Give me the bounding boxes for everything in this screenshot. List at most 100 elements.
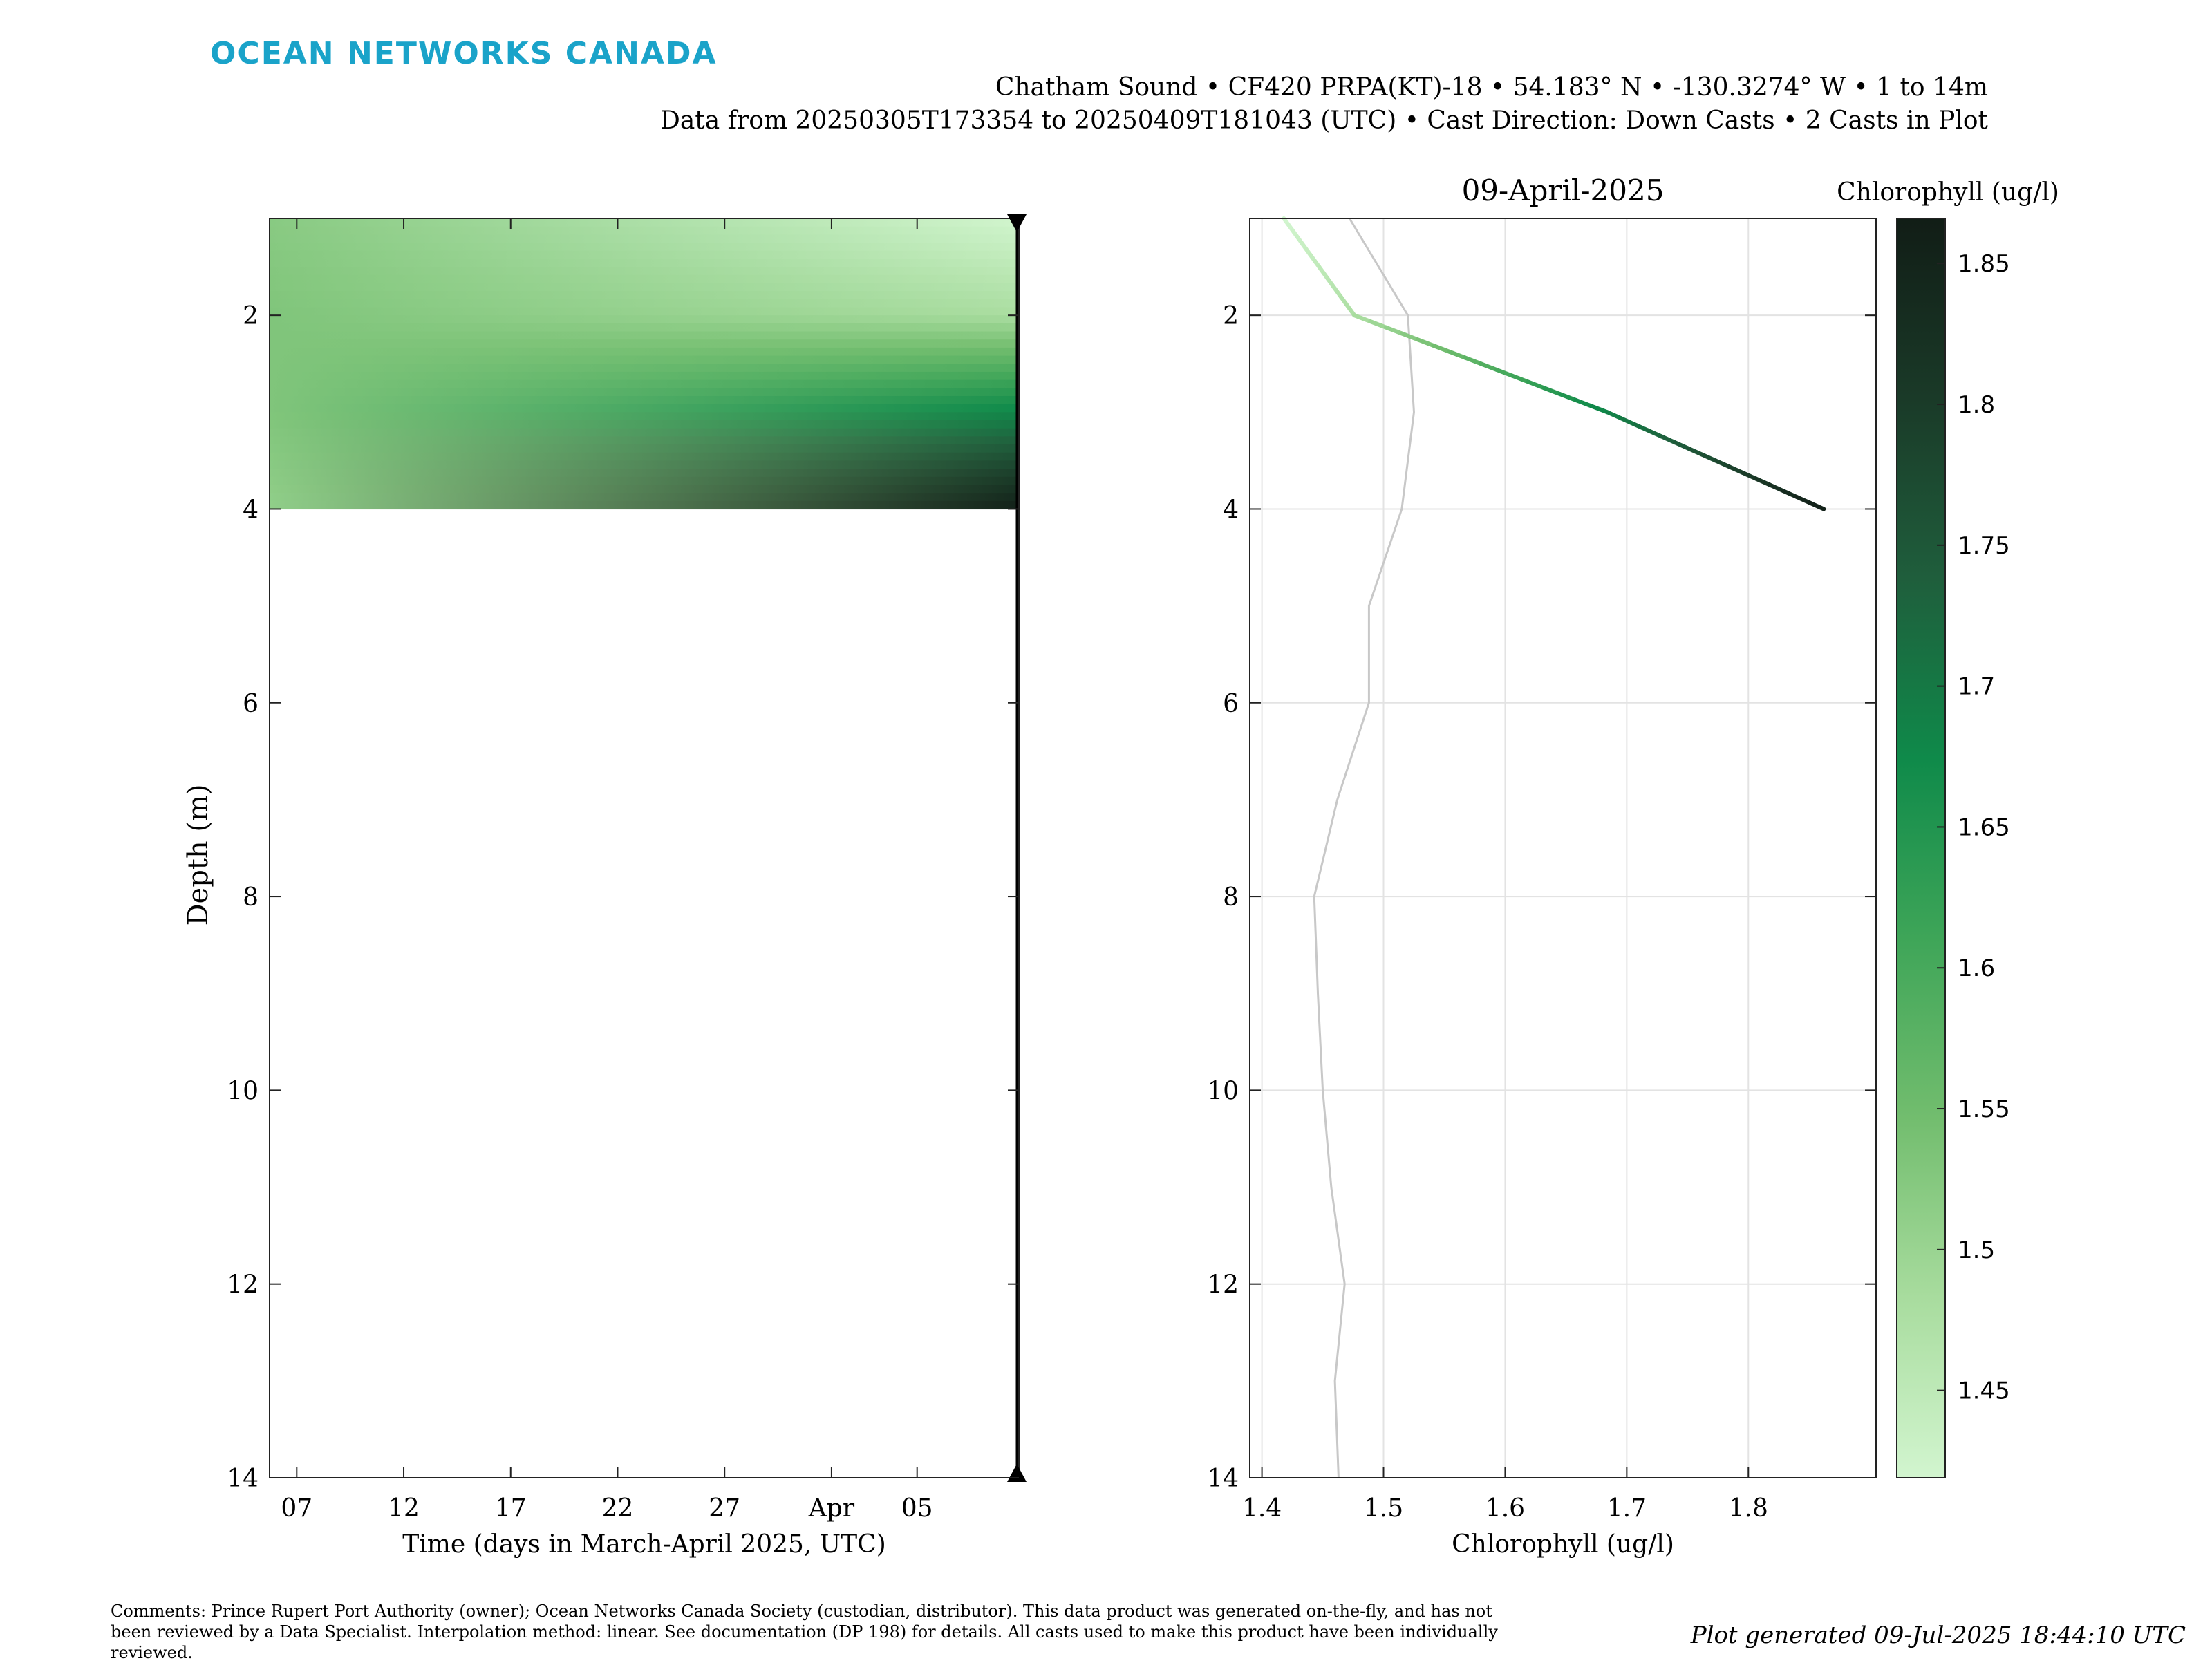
colorbar-tick-label: 1.75: [1958, 532, 2010, 560]
y-tick-label: 12: [1207, 1271, 1239, 1299]
series-line-segment: [1686, 446, 1705, 457]
x-tick-label: 12: [388, 1494, 420, 1523]
series-line-segment: [1399, 331, 1420, 342]
y-tick-label: 4: [1223, 496, 1239, 524]
series-line-segment: [1781, 489, 1799, 499]
comments-text: Comments: Prince Rupert Port Authority (…: [111, 1601, 1498, 1662]
cast-marker-top-triangle: [1007, 214, 1027, 232]
series-line-segment: [1573, 397, 1594, 408]
axes-frame: [269, 218, 1020, 1478]
x-tick-label: 1.8: [1729, 1494, 1768, 1523]
y-tick-label: 2: [243, 302, 259, 330]
x-tick-label: 05: [901, 1494, 933, 1523]
heatmap-cell: [270, 364, 1019, 373]
heatmap-cell: [270, 460, 1019, 469]
series-line-segment: [1447, 349, 1468, 360]
series-line-segment: [1740, 470, 1759, 481]
series-line-segment: [1589, 404, 1610, 415]
heatmap-cell: [270, 500, 1019, 510]
colorbar: 1.45 1.5 1.55 1.6 1.65 1.7 1.75 1.8 1.85 Chloroph…: [1837, 178, 2059, 1478]
heatmap-cell: [270, 323, 1019, 332]
y-axis-label: Depth (m): [182, 784, 214, 926]
y-tick-label: 10: [1207, 1077, 1239, 1105]
series-line-segment: [1541, 386, 1562, 397]
series-line-segment: [1557, 392, 1578, 402]
heatmap-cell: [270, 291, 1019, 300]
heatmap-cell: [270, 476, 1019, 486]
heatmap-cell: [270, 347, 1019, 357]
colorbar-tick-label: 1.65: [1958, 814, 2010, 841]
header-line-1: Chatham Sound • CF420 PRPA(KT)-18 • 54.1…: [995, 73, 1988, 102]
series-line-segment: [1808, 500, 1826, 511]
heatmap-cell: [270, 283, 1019, 292]
heatmap-cell: [270, 307, 1019, 316]
series-line-segment: [1431, 343, 1452, 354]
axes-frame: [1249, 218, 1877, 1478]
heatmap-cell: [270, 395, 1019, 405]
series-line-segment: [1352, 313, 1373, 323]
series-line-segment: [1727, 464, 1745, 475]
heatmap-cell: [270, 331, 1019, 340]
series-line-segment: [1526, 379, 1546, 391]
y-tick-label: 14: [1207, 1465, 1239, 1493]
series-line-segment: [1463, 355, 1483, 366]
heatmap-cell: [270, 299, 1019, 308]
heatmap-cell: [270, 218, 1019, 227]
heatmap-cell: [270, 371, 1019, 381]
header-line-2: Data from 20250305T173354 to 20250409T18…: [659, 106, 1988, 135]
series-line-segment: [1645, 428, 1664, 439]
x-axis-label: Time (days in March-April 2025, UTC): [402, 1530, 886, 1559]
series-line-segment: [1659, 434, 1678, 445]
heatmap-cell: [270, 274, 1019, 284]
plot-title: 09-April-2025: [1462, 173, 1665, 207]
heatmap-cell: [270, 388, 1019, 397]
series-line-segment: [1632, 422, 1650, 433]
heatmap-cell: [270, 404, 1019, 413]
y-tick-label: 8: [243, 883, 259, 912]
y-tick-label: 10: [227, 1077, 259, 1105]
plot-generated-text: Plot generated 09-Jul-2025 18:44:10 UTC: [1690, 1622, 2186, 1649]
x-tick-label: 27: [709, 1494, 740, 1523]
series-line-segment: [1618, 416, 1637, 426]
y-tick-label: 12: [227, 1271, 259, 1299]
series-line-segment: [1673, 440, 1691, 451]
cast-marker-bottom-triangle: [1007, 1464, 1027, 1482]
y-tick-label: 6: [243, 690, 259, 718]
colorbar-tick-label: 1.45: [1958, 1378, 2010, 1405]
y-tick-label: 14: [227, 1465, 259, 1493]
heatmap-cell: [270, 250, 1019, 259]
series-line-segment: [1415, 337, 1436, 348]
series-line-segment: [1384, 325, 1404, 336]
x-tick-label: Apr: [808, 1494, 855, 1523]
series-line-segment: [1754, 476, 1772, 487]
heatmap-cell: [270, 436, 1019, 445]
heatmap-cell: [270, 355, 1019, 364]
colorbar-tick-label: 1.8: [1958, 391, 1995, 419]
heatmap-cell: [270, 234, 1019, 243]
y-tick-label: 8: [1223, 883, 1239, 912]
x-tick-label: 1.6: [1485, 1494, 1525, 1523]
x-tick-label: 1.7: [1607, 1494, 1647, 1523]
series-line-segment: [1510, 373, 1530, 384]
series-line-segment: [1368, 319, 1389, 330]
time-depth-plot: 2 4 6 8 10 12 14 07 12 17 22 27 Apr 05 Time (days in M…: [182, 214, 1027, 1559]
colorbar-tick-label: 1.55: [1958, 1096, 2010, 1123]
heatmap-cell: [270, 339, 1019, 348]
y-tick-label: 4: [243, 496, 259, 524]
y-tick-label: 2: [1223, 302, 1239, 330]
colorbar-label: Chlorophyll (ug/l): [1837, 178, 2059, 207]
heatmap-cell: [270, 428, 1019, 437]
heatmap-cell: [270, 412, 1019, 421]
x-tick-label: 1.4: [1242, 1494, 1282, 1523]
colorbar-bar: [1896, 218, 1946, 1478]
colorbar-tick-label: 1.5: [1958, 1237, 1995, 1264]
y-tick-label: 6: [1223, 690, 1239, 718]
series-line-segment: [1494, 367, 1515, 378]
series-line-segment: [1605, 410, 1623, 421]
heatmap-cell: [270, 452, 1019, 461]
series-line-segment: [1713, 458, 1732, 469]
heatmap-cell: [270, 420, 1019, 429]
heatmap-cell: [270, 315, 1019, 324]
x-tick-label: 07: [281, 1494, 312, 1523]
